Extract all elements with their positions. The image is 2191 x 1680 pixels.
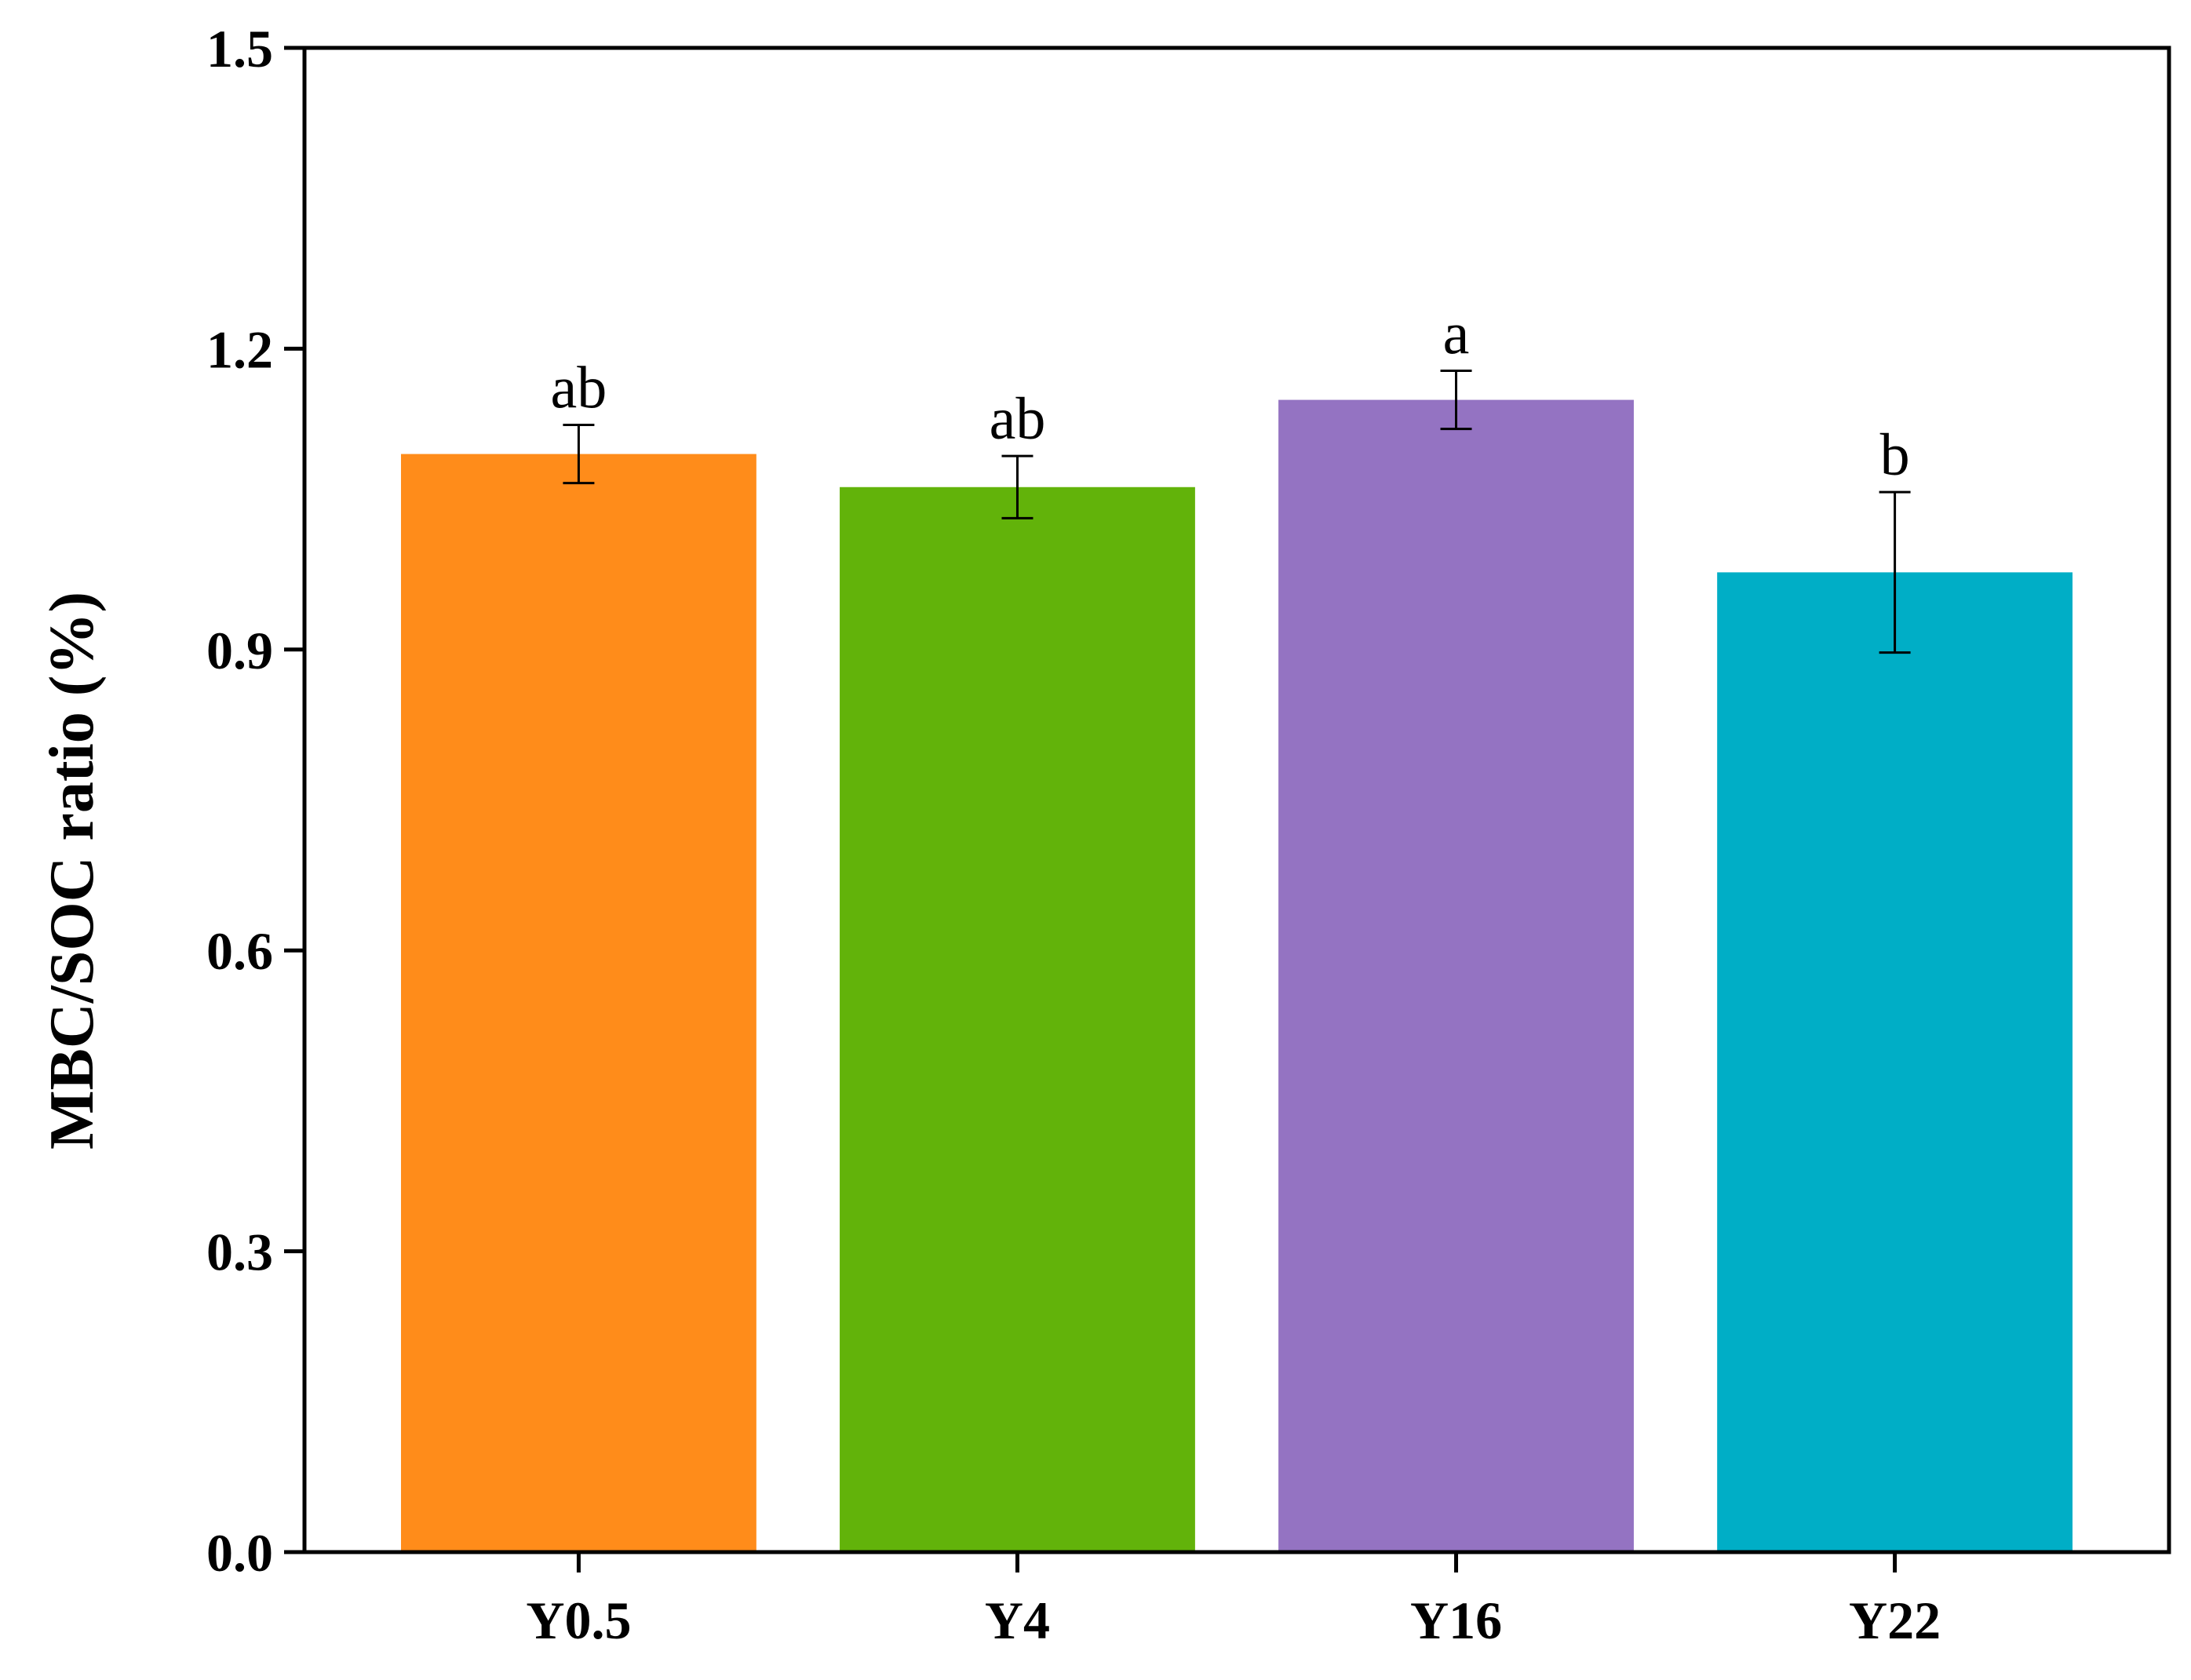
plot-frame bbox=[302, 46, 2171, 1554]
x-tick-label: Y16 bbox=[1410, 1591, 1502, 1650]
significance-label: a bbox=[1443, 301, 1470, 367]
error-bar-y16 bbox=[1440, 370, 1472, 431]
y-tick-label: 0.9 bbox=[206, 621, 273, 680]
significance-label: ab bbox=[551, 355, 607, 421]
y-axis-ticks: 0.0 0.3 0.6 0.9 1.2 1.5 bbox=[206, 19, 304, 1583]
y-tick-label: 1.5 bbox=[206, 19, 273, 78]
bar-y16 bbox=[1278, 399, 1634, 1552]
bar-y22 bbox=[1717, 572, 2073, 1552]
error-bar-y4 bbox=[1001, 454, 1034, 519]
error-bars-layer bbox=[563, 370, 1911, 654]
x-axis-ticks: Y0.5 Y4 Y16 Y22 bbox=[526, 1552, 1941, 1650]
x-tick-label: Y22 bbox=[1849, 1591, 1941, 1650]
y-axis-title: MBC/SOC ratio (%) bbox=[38, 592, 107, 1150]
error-bar-y0-5 bbox=[563, 424, 595, 485]
bars-layer bbox=[400, 399, 2073, 1553]
significance-label: b bbox=[1880, 422, 1910, 488]
y-tick-label: 0.6 bbox=[206, 921, 273, 981]
x-tick-label: Y0.5 bbox=[526, 1591, 631, 1650]
significance-label: ab bbox=[990, 386, 1046, 452]
y-tick-label: 0.3 bbox=[206, 1223, 273, 1282]
y-tick-label: 0.0 bbox=[206, 1523, 273, 1583]
bar-y0-5 bbox=[400, 454, 756, 1552]
error-bar-y22 bbox=[1879, 490, 1911, 654]
x-tick-label: Y4 bbox=[985, 1591, 1050, 1650]
bar-y4 bbox=[840, 487, 1195, 1553]
y-tick-label: 1.2 bbox=[206, 319, 273, 379]
